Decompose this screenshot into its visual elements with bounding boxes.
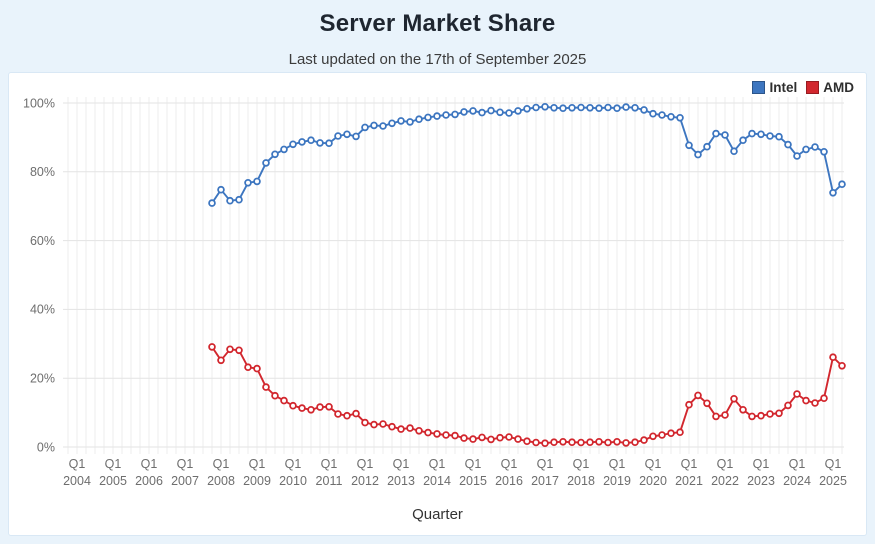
chart-card: 0% 20% 40% 60% 80% 100% Q1 2004 Q1 2005 Q1 2006 Q1 20… [8, 72, 867, 536]
svg-text:Q1: Q1 [69, 457, 86, 471]
svg-text:Q1: Q1 [681, 457, 698, 471]
svg-text:Q1: Q1 [753, 457, 770, 471]
chart-legend: Intel AMD [752, 80, 854, 95]
gridlines-horizontal [63, 102, 844, 448]
svg-text:2008: 2008 [207, 474, 235, 488]
svg-text:Q1: Q1 [537, 457, 554, 471]
svg-text:Q1: Q1 [393, 457, 410, 471]
svg-text:Q1: Q1 [357, 457, 374, 471]
gridlines-vertical [67, 97, 843, 454]
y-axis-labels: 0% 20% 40% 60% 80% 100% [23, 96, 55, 454]
svg-text:2020: 2020 [639, 474, 667, 488]
svg-text:2025: 2025 [819, 474, 847, 488]
svg-text:Q1: Q1 [825, 457, 842, 471]
legend-item-intel[interactable]: Intel [752, 80, 797, 95]
svg-text:Q1: Q1 [141, 457, 158, 471]
svg-text:2011: 2011 [316, 474, 343, 488]
svg-text:60%: 60% [30, 234, 55, 248]
chart-header: Server Market Share Last updated on the … [0, 0, 875, 68]
svg-text:2023: 2023 [747, 474, 775, 488]
page-title: Server Market Share [319, 10, 556, 37]
svg-text:100%: 100% [23, 96, 55, 110]
x-axis-labels: Q1 2004 Q1 2005 Q1 2006 Q1 2007 Q1 2008 Q1 2009 Q1 20… [63, 457, 847, 488]
svg-text:2019: 2019 [603, 474, 631, 488]
intel-legend-swatch [752, 81, 766, 94]
svg-text:Q1: Q1 [609, 457, 626, 471]
svg-text:2021: 2021 [675, 474, 703, 488]
svg-text:Q1: Q1 [213, 457, 230, 471]
page-subtitle: Last updated on the 17th of September 20… [288, 51, 587, 68]
svg-text:Q1: Q1 [249, 457, 266, 471]
svg-text:2004: 2004 [63, 474, 91, 488]
svg-text:Q1: Q1 [717, 457, 734, 471]
svg-text:80%: 80% [30, 165, 55, 179]
amd-series [208, 343, 846, 448]
svg-text:20%: 20% [30, 372, 55, 386]
svg-text:2010: 2010 [279, 474, 307, 488]
svg-text:2024: 2024 [783, 474, 811, 488]
svg-text:2018: 2018 [567, 474, 595, 488]
amd-legend-swatch [806, 81, 820, 94]
svg-text:2016: 2016 [495, 474, 523, 488]
svg-text:0%: 0% [37, 440, 55, 454]
svg-text:Q1: Q1 [321, 457, 338, 471]
svg-text:Q1: Q1 [177, 457, 194, 471]
svg-text:2005: 2005 [99, 474, 127, 488]
svg-text:2014: 2014 [423, 474, 451, 488]
svg-text:2022: 2022 [711, 474, 739, 488]
intel-legend-label: Intel [769, 80, 798, 95]
amd-legend-label: AMD [823, 80, 854, 95]
legend-item-amd[interactable]: AMD [806, 80, 854, 95]
svg-text:2009: 2009 [243, 474, 271, 488]
svg-text:Q1: Q1 [645, 457, 662, 471]
chart-canvas: 0% 20% 40% 60% 80% 100% Q1 2004 Q1 2005 Q1 2006 Q1 20… [23, 96, 847, 488]
svg-text:Q1: Q1 [789, 457, 806, 471]
svg-text:2012: 2012 [351, 474, 379, 488]
svg-text:40%: 40% [30, 303, 55, 317]
svg-text:2017: 2017 [531, 474, 559, 488]
svg-text:2007: 2007 [171, 474, 199, 488]
x-axis-title: Quarter [412, 506, 463, 523]
svg-text:2006: 2006 [135, 474, 163, 488]
svg-text:Q1: Q1 [501, 457, 518, 471]
svg-text:Q1: Q1 [285, 457, 302, 471]
intel-series [208, 102, 846, 207]
svg-text:2013: 2013 [387, 474, 415, 488]
svg-text:Q1: Q1 [105, 457, 122, 471]
svg-text:Q1: Q1 [573, 457, 590, 471]
svg-text:Q1: Q1 [429, 457, 446, 471]
svg-text:Q1: Q1 [465, 457, 482, 471]
svg-text:2015: 2015 [459, 474, 487, 488]
